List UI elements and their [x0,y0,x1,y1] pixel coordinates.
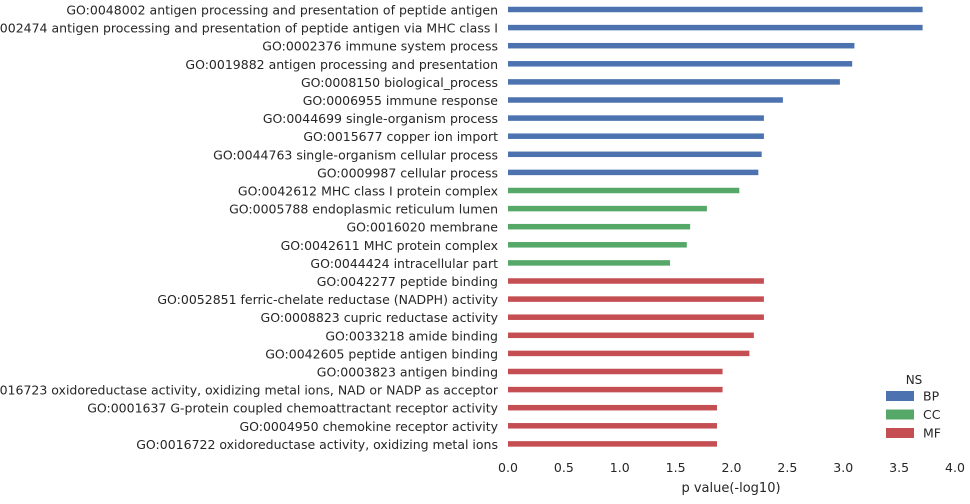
bar-mf [508,441,717,447]
bar-bp [508,42,855,49]
bar-bp [508,133,764,139]
category-label: GO:0044763 single-organism cellular proc… [213,147,498,162]
category-label: GO:0008150 biological_process [301,75,498,90]
x-tick-label: 0.0 [498,460,518,475]
category-label: GO:0042611 MHC protein complex [281,238,498,253]
bar-cc [508,205,707,212]
bar-bp [508,169,759,176]
x-axis-ticks: 0.0 0.5 1.0 1.5 2.0 2.5 3.0 3.5 4.0 [498,460,965,475]
legend-swatch-cc [886,409,914,420]
legend-label-mf: MF [923,426,941,441]
bar-mf [508,386,723,393]
x-tick-label: 2.5 [777,460,797,475]
legend-swatch-mf [886,428,914,438]
bar-mf [508,350,750,357]
bar-mf [508,314,764,320]
category-label: GO:0006955 immune response [303,93,499,108]
category-label: GO:0048002 antigen processing and presen… [66,3,498,18]
x-tick-label: 3.0 [833,460,853,475]
category-label: GO:0002474 antigen processing and presen… [0,21,498,36]
bars-layer [508,6,923,447]
legend-label-bp: BP [923,389,940,404]
x-axis-title: p value(-log10) [681,481,780,496]
x-tick-label: 1.5 [666,460,686,475]
category-label: GO:0008823 cupric reductase activity [261,310,499,325]
legend-label-cc: CC [923,407,941,422]
x-tick-label: 4.0 [945,460,965,475]
bar-cc [508,223,691,230]
bar-bp [508,151,762,158]
category-label: GO:0052851 ferric-chelate reductase (NAD… [157,292,498,307]
category-label: GO:0002376 immune system process [262,39,498,54]
category-label: GO:0016020 membrane [346,220,498,235]
category-label: GO:0016722 oxidoreductase activity, oxid… [136,437,498,452]
bar-bp [508,61,853,67]
bar-cc [508,187,740,194]
category-label: GO:0016723 oxidoreductase activity, oxid… [0,383,499,398]
bar-bp [508,6,923,13]
bar-mf [508,423,717,429]
legend-swatch-bp [886,391,914,401]
bar-cc [508,242,687,248]
category-label: GO:0001637 G-protein coupled chemoattrac… [87,401,498,416]
bar-cc [508,260,671,266]
bar-mf [508,278,764,284]
legend-title: NS [906,373,923,387]
bar-mf [508,368,723,375]
category-label: GO:0042612 MHC class I protein complex [238,184,498,199]
category-label: GO:0009987 cellular process [317,165,498,180]
category-label: GO:0044699 single-organism process [263,111,498,126]
legend: NS BP CC MF [886,373,941,441]
legend-items: BP CC MF [886,389,941,441]
category-label: GO:0042605 peptide antigen binding [265,346,498,361]
category-label: GO:0005788 endoplasmic reticulum lumen [229,202,498,217]
bar-bp [508,79,840,85]
category-labels: GO:0048002 antigen processing and presen… [0,3,499,452]
category-label: GO:0042277 peptide binding [317,274,498,289]
bar-bp [508,97,783,103]
x-tick-label: 3.5 [889,460,909,475]
category-label: GO:0033218 amide binding [325,328,498,343]
bar-mf [508,332,754,339]
x-tick-label: 1.0 [610,460,630,475]
category-label: GO:0019882 antigen processing and presen… [185,57,498,72]
x-tick-label: 0.5 [554,460,574,475]
bar-bp [508,115,764,121]
x-tick-label: 2.0 [722,460,742,475]
bar-mf [508,404,717,411]
category-label: GO:0003823 antigen binding [317,365,498,380]
bar-bp [508,24,923,31]
bar-mf [508,296,764,302]
category-label: GO:0015677 copper ion import [303,129,498,144]
category-label: GO:0004950 chemokine receptor activity [239,419,498,434]
category-label: GO:0044424 intracellular part [310,256,498,271]
